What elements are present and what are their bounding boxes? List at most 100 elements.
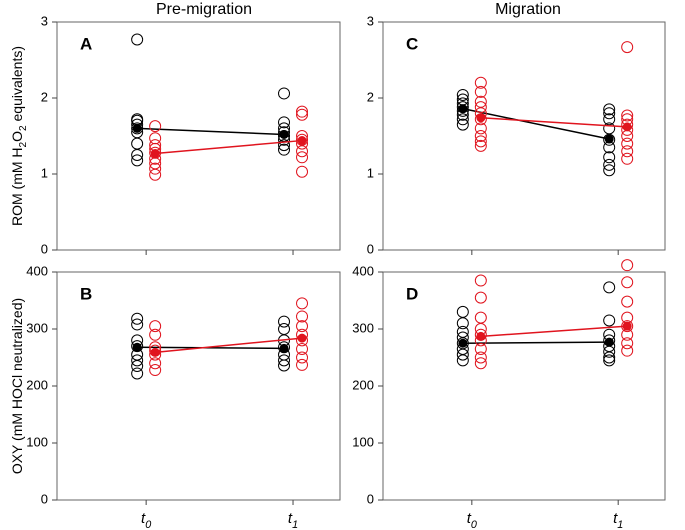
data-point <box>603 107 616 120</box>
data-point <box>131 33 144 46</box>
data-point <box>456 88 469 101</box>
mean-line <box>155 337 303 354</box>
data-point <box>621 337 634 350</box>
x-tick-label: t0 <box>467 510 477 530</box>
y-tick-label: 400 <box>352 263 374 278</box>
data-point <box>296 151 309 164</box>
y-tick-label: 200 <box>352 377 374 392</box>
data-point <box>621 328 634 341</box>
y-tick-label: 0 <box>41 241 48 256</box>
data-point <box>296 105 309 118</box>
y-tick-label: 3 <box>367 13 374 28</box>
data-point <box>296 342 309 355</box>
data-point <box>456 317 469 330</box>
data-point <box>149 357 162 370</box>
mean-point <box>279 129 289 139</box>
mean-point <box>622 321 632 331</box>
data-point <box>278 116 291 129</box>
data-point <box>474 135 487 148</box>
y-tick-label: 0 <box>367 491 374 506</box>
data-point <box>456 305 469 318</box>
data-point <box>603 158 616 171</box>
mean-point <box>476 331 486 341</box>
data-point <box>296 310 309 323</box>
plot-frame <box>382 271 666 501</box>
x-tick-label: t0 <box>141 510 151 530</box>
y-tick-label: 0 <box>367 241 374 256</box>
data-point <box>603 281 616 294</box>
mean-line <box>137 346 285 350</box>
y-tick-label: 1 <box>367 165 374 180</box>
data-point <box>296 165 309 178</box>
panel-label: B <box>80 284 92 303</box>
data-point <box>474 130 487 142</box>
y-tick-label: 2 <box>367 89 374 104</box>
data-point <box>456 118 469 131</box>
data-point <box>131 367 144 380</box>
data-point <box>474 101 487 114</box>
data-point <box>474 291 487 304</box>
data-point <box>278 315 291 328</box>
data-point <box>603 141 616 154</box>
data-point <box>621 137 634 150</box>
data-point <box>603 113 616 126</box>
column-title: Pre-migration <box>156 1 252 18</box>
data-point <box>149 364 162 377</box>
mean-point <box>132 123 142 133</box>
plot-frame <box>56 21 341 251</box>
panel-label: C <box>406 34 418 53</box>
data-point <box>621 295 634 308</box>
column-title: Migration <box>495 1 561 18</box>
data-point <box>278 143 291 156</box>
data-point <box>278 354 291 367</box>
mean-point <box>622 122 632 132</box>
data-point <box>131 318 144 331</box>
data-point <box>603 151 616 164</box>
y-axis-label: OXY (mM HOCl neutralized) <box>9 298 25 474</box>
y-tick-label: 300 <box>26 320 48 335</box>
data-point <box>296 145 309 158</box>
data-point <box>278 323 291 335</box>
data-point <box>296 108 309 121</box>
data-point <box>131 137 144 150</box>
mean-point <box>458 338 468 348</box>
data-point <box>603 164 616 177</box>
plot-frame <box>382 21 666 251</box>
y-tick-label: 2 <box>41 89 48 104</box>
y-tick-label: 100 <box>352 434 374 449</box>
mean-line <box>137 127 285 136</box>
x-tick-label: t1 <box>288 510 298 530</box>
data-point <box>621 311 634 324</box>
data-point <box>278 139 291 152</box>
data-point <box>149 328 162 341</box>
data-point <box>603 133 616 146</box>
data-point <box>621 109 634 122</box>
mean-point <box>132 342 142 352</box>
data-point <box>474 274 487 287</box>
data-point <box>278 359 291 372</box>
data-point <box>603 314 616 327</box>
data-point <box>456 113 469 126</box>
mean-point <box>150 148 160 158</box>
mean-line <box>155 139 303 155</box>
data-point <box>296 351 309 364</box>
data-point <box>603 351 616 364</box>
data-point <box>621 259 634 272</box>
panel-label: A <box>80 34 92 53</box>
data-point <box>474 342 487 355</box>
y-tick-label: 200 <box>26 377 48 392</box>
mean-point <box>279 343 289 353</box>
y-tick-label: 3 <box>41 13 48 28</box>
mean-point <box>604 337 614 347</box>
x-tick-label: t1 <box>613 510 623 530</box>
y-axis-label: ROM (mM H2O2 equivalents) <box>9 46 29 226</box>
data-point <box>474 311 487 324</box>
mean-point <box>150 347 160 357</box>
y-tick-label: 400 <box>26 263 48 278</box>
data-point <box>621 344 634 357</box>
mean-line <box>480 325 628 338</box>
mean-point <box>458 104 468 114</box>
data-point <box>474 122 487 135</box>
data-point <box>296 320 309 333</box>
